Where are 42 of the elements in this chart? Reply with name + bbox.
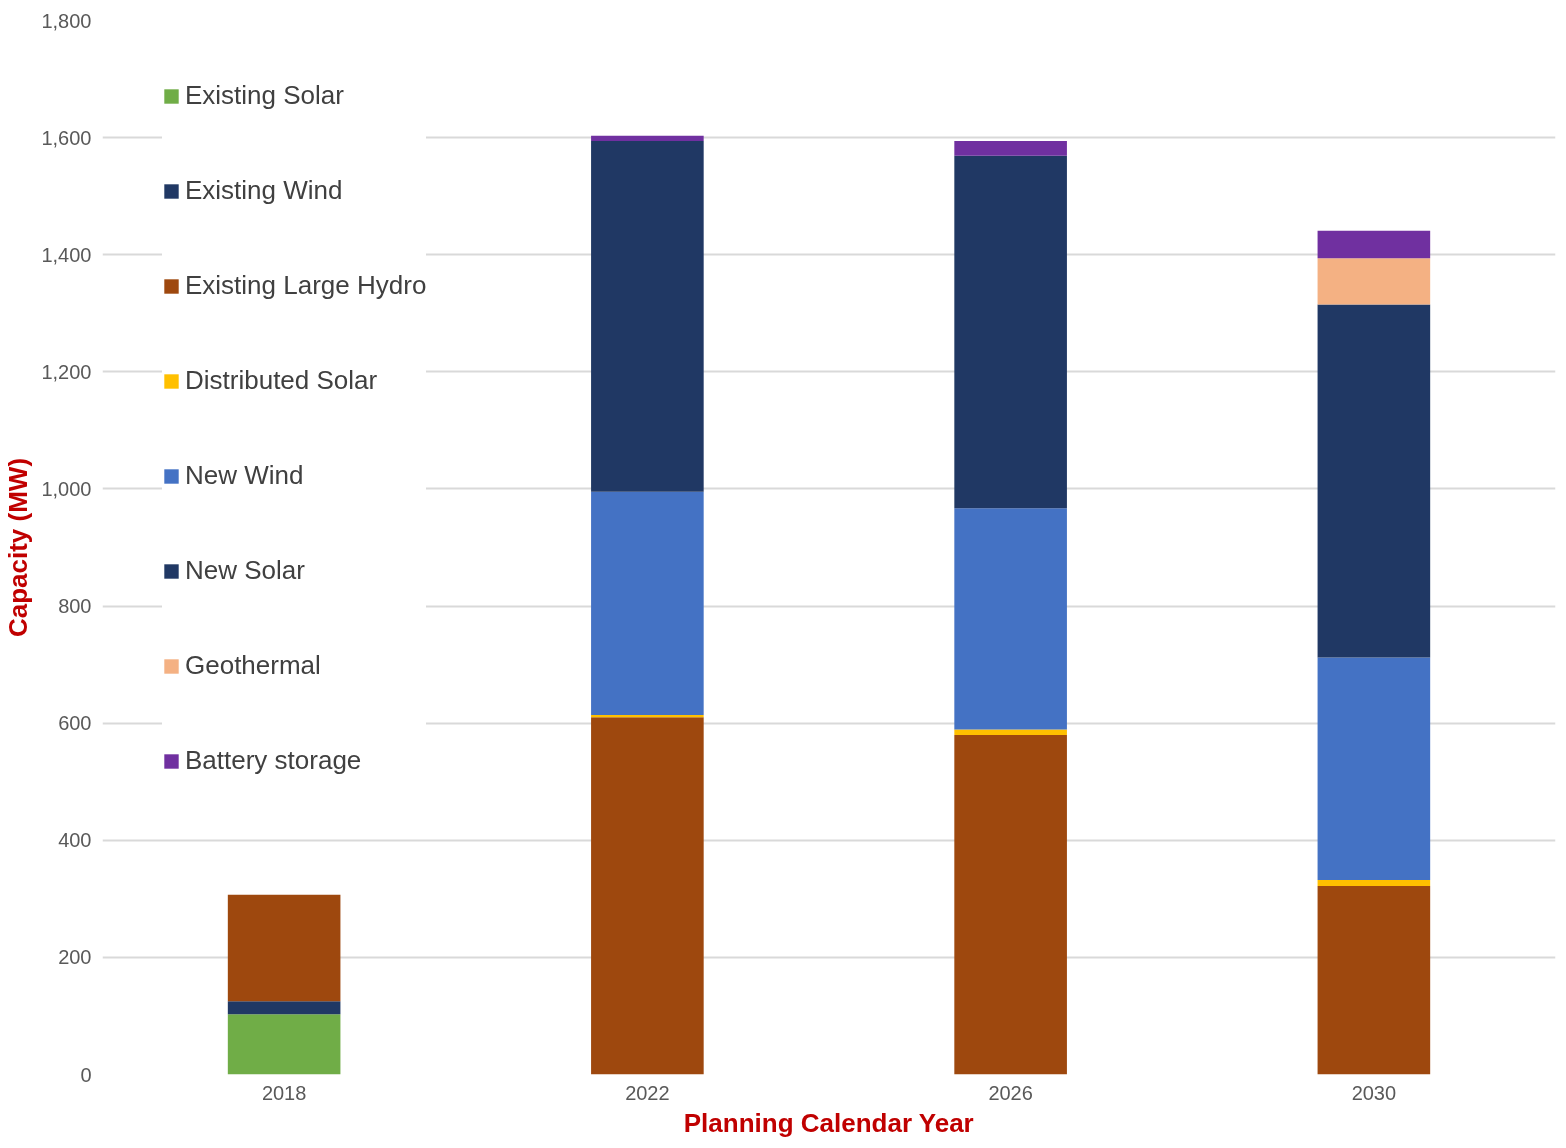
- bar: [227, 894, 341, 1002]
- legend-label: Distributed Solar: [185, 365, 378, 396]
- x-tick-label: 2026: [988, 1081, 1033, 1104]
- bar: [1317, 304, 1431, 658]
- legend-label: New Solar: [185, 555, 305, 586]
- y-tick-label: 1,600: [41, 126, 92, 149]
- y-tick-label: 1,200: [41, 360, 92, 383]
- y-tick-label: 1,800: [41, 9, 92, 32]
- bar: [227, 1014, 341, 1075]
- x-tick-label: 2022: [625, 1081, 670, 1104]
- legend-label: Geothermal: [185, 650, 321, 681]
- legend-label: Existing Wind: [185, 175, 343, 206]
- bar: [591, 491, 704, 715]
- bar: [1317, 880, 1431, 886]
- x-axis-title: Planning Calendar Year: [683, 1107, 974, 1138]
- x-tick-label: 2030: [1351, 1081, 1397, 1104]
- x-tick-label: 2018: [261, 1081, 307, 1104]
- bar: [1317, 885, 1431, 1075]
- bar: [954, 155, 1067, 509]
- legend-label: Existing Solar: [185, 80, 344, 111]
- legend-label: Existing Large Hydro: [185, 270, 427, 301]
- bar: [591, 141, 704, 492]
- bar: [1317, 230, 1431, 259]
- bar: [1317, 258, 1431, 305]
- y-tick-label: 1,400: [41, 243, 92, 266]
- y-tick-label: 0: [80, 1063, 92, 1086]
- legend-label: New Wind: [185, 460, 304, 491]
- y-tick-label: 200: [58, 946, 92, 969]
- y-tick-label: 600: [58, 712, 92, 735]
- y-tick-label: 1,000: [41, 477, 92, 500]
- bar: [591, 717, 704, 1075]
- y-tick-label: 400: [58, 829, 92, 852]
- bar: [227, 1001, 341, 1015]
- bar: [591, 135, 704, 142]
- bar: [954, 729, 1067, 735]
- legend-label: Battery storage: [185, 745, 362, 776]
- bar: [954, 508, 1067, 730]
- bar: [954, 734, 1067, 1075]
- bar: [1317, 657, 1431, 881]
- bar: [954, 141, 1067, 156]
- y-axis-title: Capacity (MW): [3, 457, 34, 638]
- y-tick-label: 800: [58, 595, 92, 618]
